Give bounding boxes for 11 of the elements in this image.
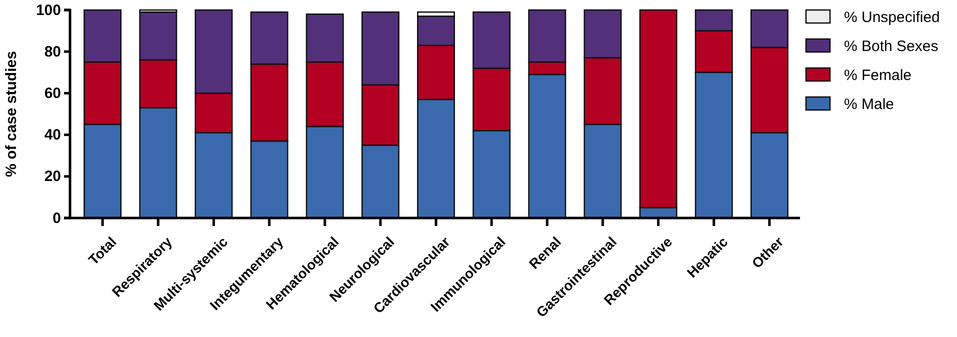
y-axis-title: % of case studies [3,51,20,177]
y-tick-label: 0 [52,210,61,227]
y-tick-label: 100 [36,2,61,19]
y-tick-label: 80 [44,43,61,60]
legend-label: % Unspecified [844,9,940,26]
y-tick-label: 40 [44,126,61,144]
y-tick-label: 60 [44,85,61,102]
legend-label: % Both Sexes [844,38,938,55]
legend-label: % Female [844,67,912,84]
legend-label: % Male [844,96,894,113]
y-tick-label: 20 [44,168,61,186]
